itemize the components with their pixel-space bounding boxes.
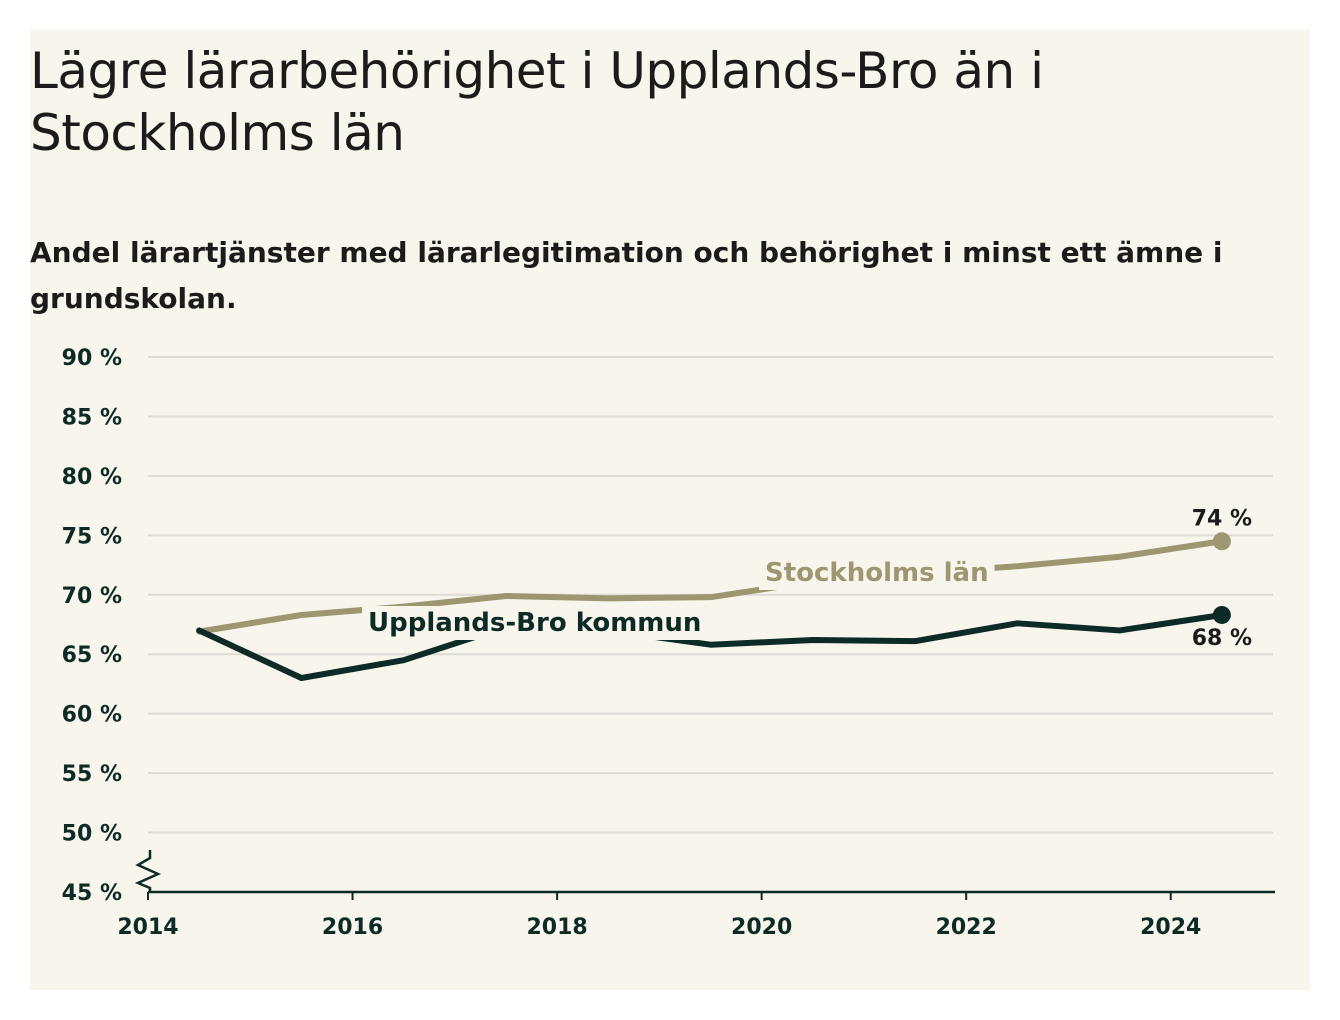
series-line-upplands-bro <box>196 611 1225 681</box>
axis-break-icon <box>134 850 162 892</box>
x-tick-label-2022: 2022 <box>936 915 997 940</box>
y-tick-label-45: 45 % <box>62 881 122 906</box>
series-label-upplands-bro: Upplands-Bro kommun <box>368 608 701 638</box>
y-tick-label-65: 65 % <box>62 643 122 668</box>
y-tick-label-55: 55 % <box>62 762 122 787</box>
chart-labels: 90 % 85 % 80 % 75 % 70 % 65 % 60 % 55 % 50 % 45 %… <box>62 346 1252 940</box>
y-tick-label-75: 75 % <box>62 524 122 549</box>
end-label-upplands-bro: 68 % <box>1192 626 1252 651</box>
x-tick-label-2018: 2018 <box>526 915 587 940</box>
y-tick-label-85: 85 % <box>62 405 122 430</box>
y-tick-label-80: 80 % <box>62 465 122 490</box>
x-tick-label-2016: 2016 <box>322 915 383 940</box>
chart-panel: Lägre lärarbehörighet i Upplands-Bro än … <box>30 30 1310 990</box>
y-tick-label-60: 60 % <box>62 703 122 728</box>
series-label-stockholms-lan: Stockholms län <box>765 558 989 588</box>
x-tick-label-2020: 2020 <box>731 915 792 940</box>
end-label-stockholms-lan: 74 % <box>1192 506 1252 531</box>
end-point-stockholms-lan <box>1212 532 1231 551</box>
series-lines <box>196 532 1231 681</box>
grid-lines <box>148 356 1273 834</box>
y-tick-label-50: 50 % <box>62 822 122 847</box>
x-tick-label-2024: 2024 <box>1140 915 1201 940</box>
chart-subtitle: Andel lärartjänster med lärarlegitimatio… <box>30 236 1223 315</box>
x-axis <box>134 850 1275 900</box>
chart-title: Lägre lärarbehörighet i Upplands-Bro än … <box>30 42 1044 162</box>
x-tick-label-2014: 2014 <box>117 915 178 940</box>
series-label-upplands-bro-background <box>362 606 708 640</box>
y-tick-label-70: 70 % <box>62 584 122 609</box>
series-label-stockholms-lan-background <box>759 556 995 590</box>
end-point-upplands-bro <box>1212 605 1231 624</box>
y-tick-label-90: 90 % <box>62 346 122 371</box>
series-line-stockholms-lan <box>196 538 1225 635</box>
